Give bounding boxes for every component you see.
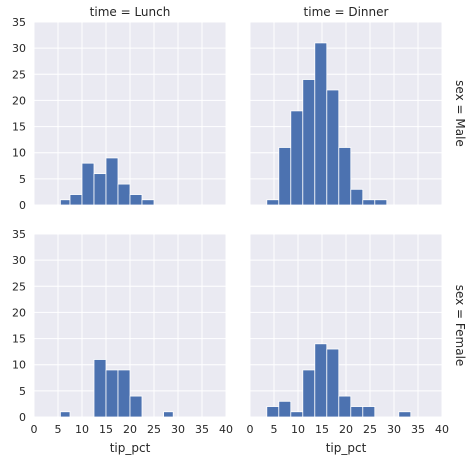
histogram-bar bbox=[278, 400, 292, 418]
histogram-bar bbox=[314, 343, 328, 418]
column-title: time = Lunch bbox=[90, 5, 171, 19]
x-tick-label: 40 bbox=[219, 423, 233, 436]
x-tick-label: 15 bbox=[99, 423, 113, 436]
row-title: sex = Male bbox=[453, 80, 467, 147]
histogram-bar bbox=[338, 395, 352, 418]
histogram-bar bbox=[105, 157, 119, 206]
x-axis-label: tip_pct bbox=[110, 441, 151, 455]
histogram-bar bbox=[314, 42, 328, 206]
row-title: sex = Female bbox=[453, 285, 467, 367]
histogram-bar bbox=[117, 369, 131, 418]
histogram-bar bbox=[93, 173, 107, 206]
facet-panel-r1-c0: 0 5 10 15 20 25 30 35 0 5 10 15 20 25 30 35 40 tip_pct bbox=[12, 228, 233, 455]
facet-panel-r0-c1: time = Dinner sex = Male bbox=[249, 5, 467, 206]
y-tick-label: 0 bbox=[19, 199, 26, 212]
histogram-bar bbox=[302, 369, 316, 418]
histogram-bar bbox=[81, 162, 95, 206]
histogram-bar bbox=[266, 406, 280, 418]
histogram-bar bbox=[60, 199, 71, 206]
histogram-bar bbox=[290, 110, 304, 206]
histogram-bar bbox=[278, 147, 292, 206]
histogram-bar bbox=[302, 79, 316, 206]
y-tick-label: 30 bbox=[12, 254, 26, 267]
x-tick-label: 35 bbox=[195, 423, 209, 436]
y-tick-label: 10 bbox=[12, 359, 26, 372]
histogram-bar bbox=[338, 147, 352, 206]
y-tick-label: 5 bbox=[19, 385, 26, 398]
x-axis-label: tip_pct bbox=[326, 441, 367, 455]
y-tick-label: 10 bbox=[12, 147, 26, 160]
facet-panel-r1-c1: 0 5 10 15 20 25 30 35 40 tip_pct sex = Female bbox=[247, 233, 467, 455]
y-tick-label: 25 bbox=[12, 68, 26, 81]
y-tick-label: 25 bbox=[12, 280, 26, 293]
histogram-bar bbox=[362, 199, 376, 206]
x-tick-label: 5 bbox=[271, 423, 278, 436]
histogram-bar bbox=[141, 199, 155, 206]
column-title: time = Dinner bbox=[304, 5, 389, 19]
x-tick-label: 30 bbox=[171, 423, 185, 436]
x-tick-label: 35 bbox=[411, 423, 425, 436]
histogram-bar bbox=[374, 199, 388, 206]
x-tick-label: 30 bbox=[387, 423, 401, 436]
x-tick-label: 10 bbox=[291, 423, 305, 436]
histogram-bar bbox=[117, 183, 131, 206]
histogram-bar bbox=[69, 194, 83, 206]
histogram-bar bbox=[326, 89, 340, 206]
y-tick-label: 20 bbox=[12, 94, 26, 107]
x-tick-label: 25 bbox=[147, 423, 161, 436]
x-tick-label: 5 bbox=[55, 423, 62, 436]
histogram-bar bbox=[350, 406, 364, 418]
histogram-bar bbox=[105, 369, 119, 418]
y-tick-label: 0 bbox=[19, 411, 26, 424]
x-tick-label: 40 bbox=[435, 423, 449, 436]
x-tick-label: 25 bbox=[363, 423, 377, 436]
histogram-bar bbox=[350, 188, 364, 206]
histogram-bar bbox=[163, 411, 174, 418]
histogram-bar bbox=[266, 199, 280, 206]
y-tick-label: 20 bbox=[12, 306, 26, 319]
x-tick-label: 10 bbox=[75, 423, 89, 436]
histogram-bar bbox=[398, 411, 412, 418]
y-tick-label: 15 bbox=[12, 121, 26, 134]
histogram-bar bbox=[326, 348, 340, 418]
x-tick-label: 20 bbox=[339, 423, 353, 436]
facet-panel-r0-c0: 0 5 10 15 20 25 30 35 time = Lunch bbox=[12, 5, 227, 212]
y-tick-label: 30 bbox=[12, 42, 26, 55]
histogram-bar bbox=[362, 406, 376, 418]
histogram-bar bbox=[60, 411, 71, 418]
histogram-bar bbox=[129, 395, 143, 418]
y-tick-label: 15 bbox=[12, 333, 26, 346]
x-tick-label: 15 bbox=[315, 423, 329, 436]
histogram-bar bbox=[93, 359, 107, 418]
y-tick-label: 35 bbox=[12, 228, 26, 241]
histogram-bar bbox=[129, 194, 143, 206]
x-tick-label: 0 bbox=[31, 423, 38, 436]
x-tick-label: 0 bbox=[247, 423, 254, 436]
y-tick-label: 5 bbox=[19, 173, 26, 186]
histogram-bar bbox=[290, 411, 304, 418]
y-tick-label: 35 bbox=[12, 16, 26, 29]
x-tick-label: 20 bbox=[123, 423, 137, 436]
